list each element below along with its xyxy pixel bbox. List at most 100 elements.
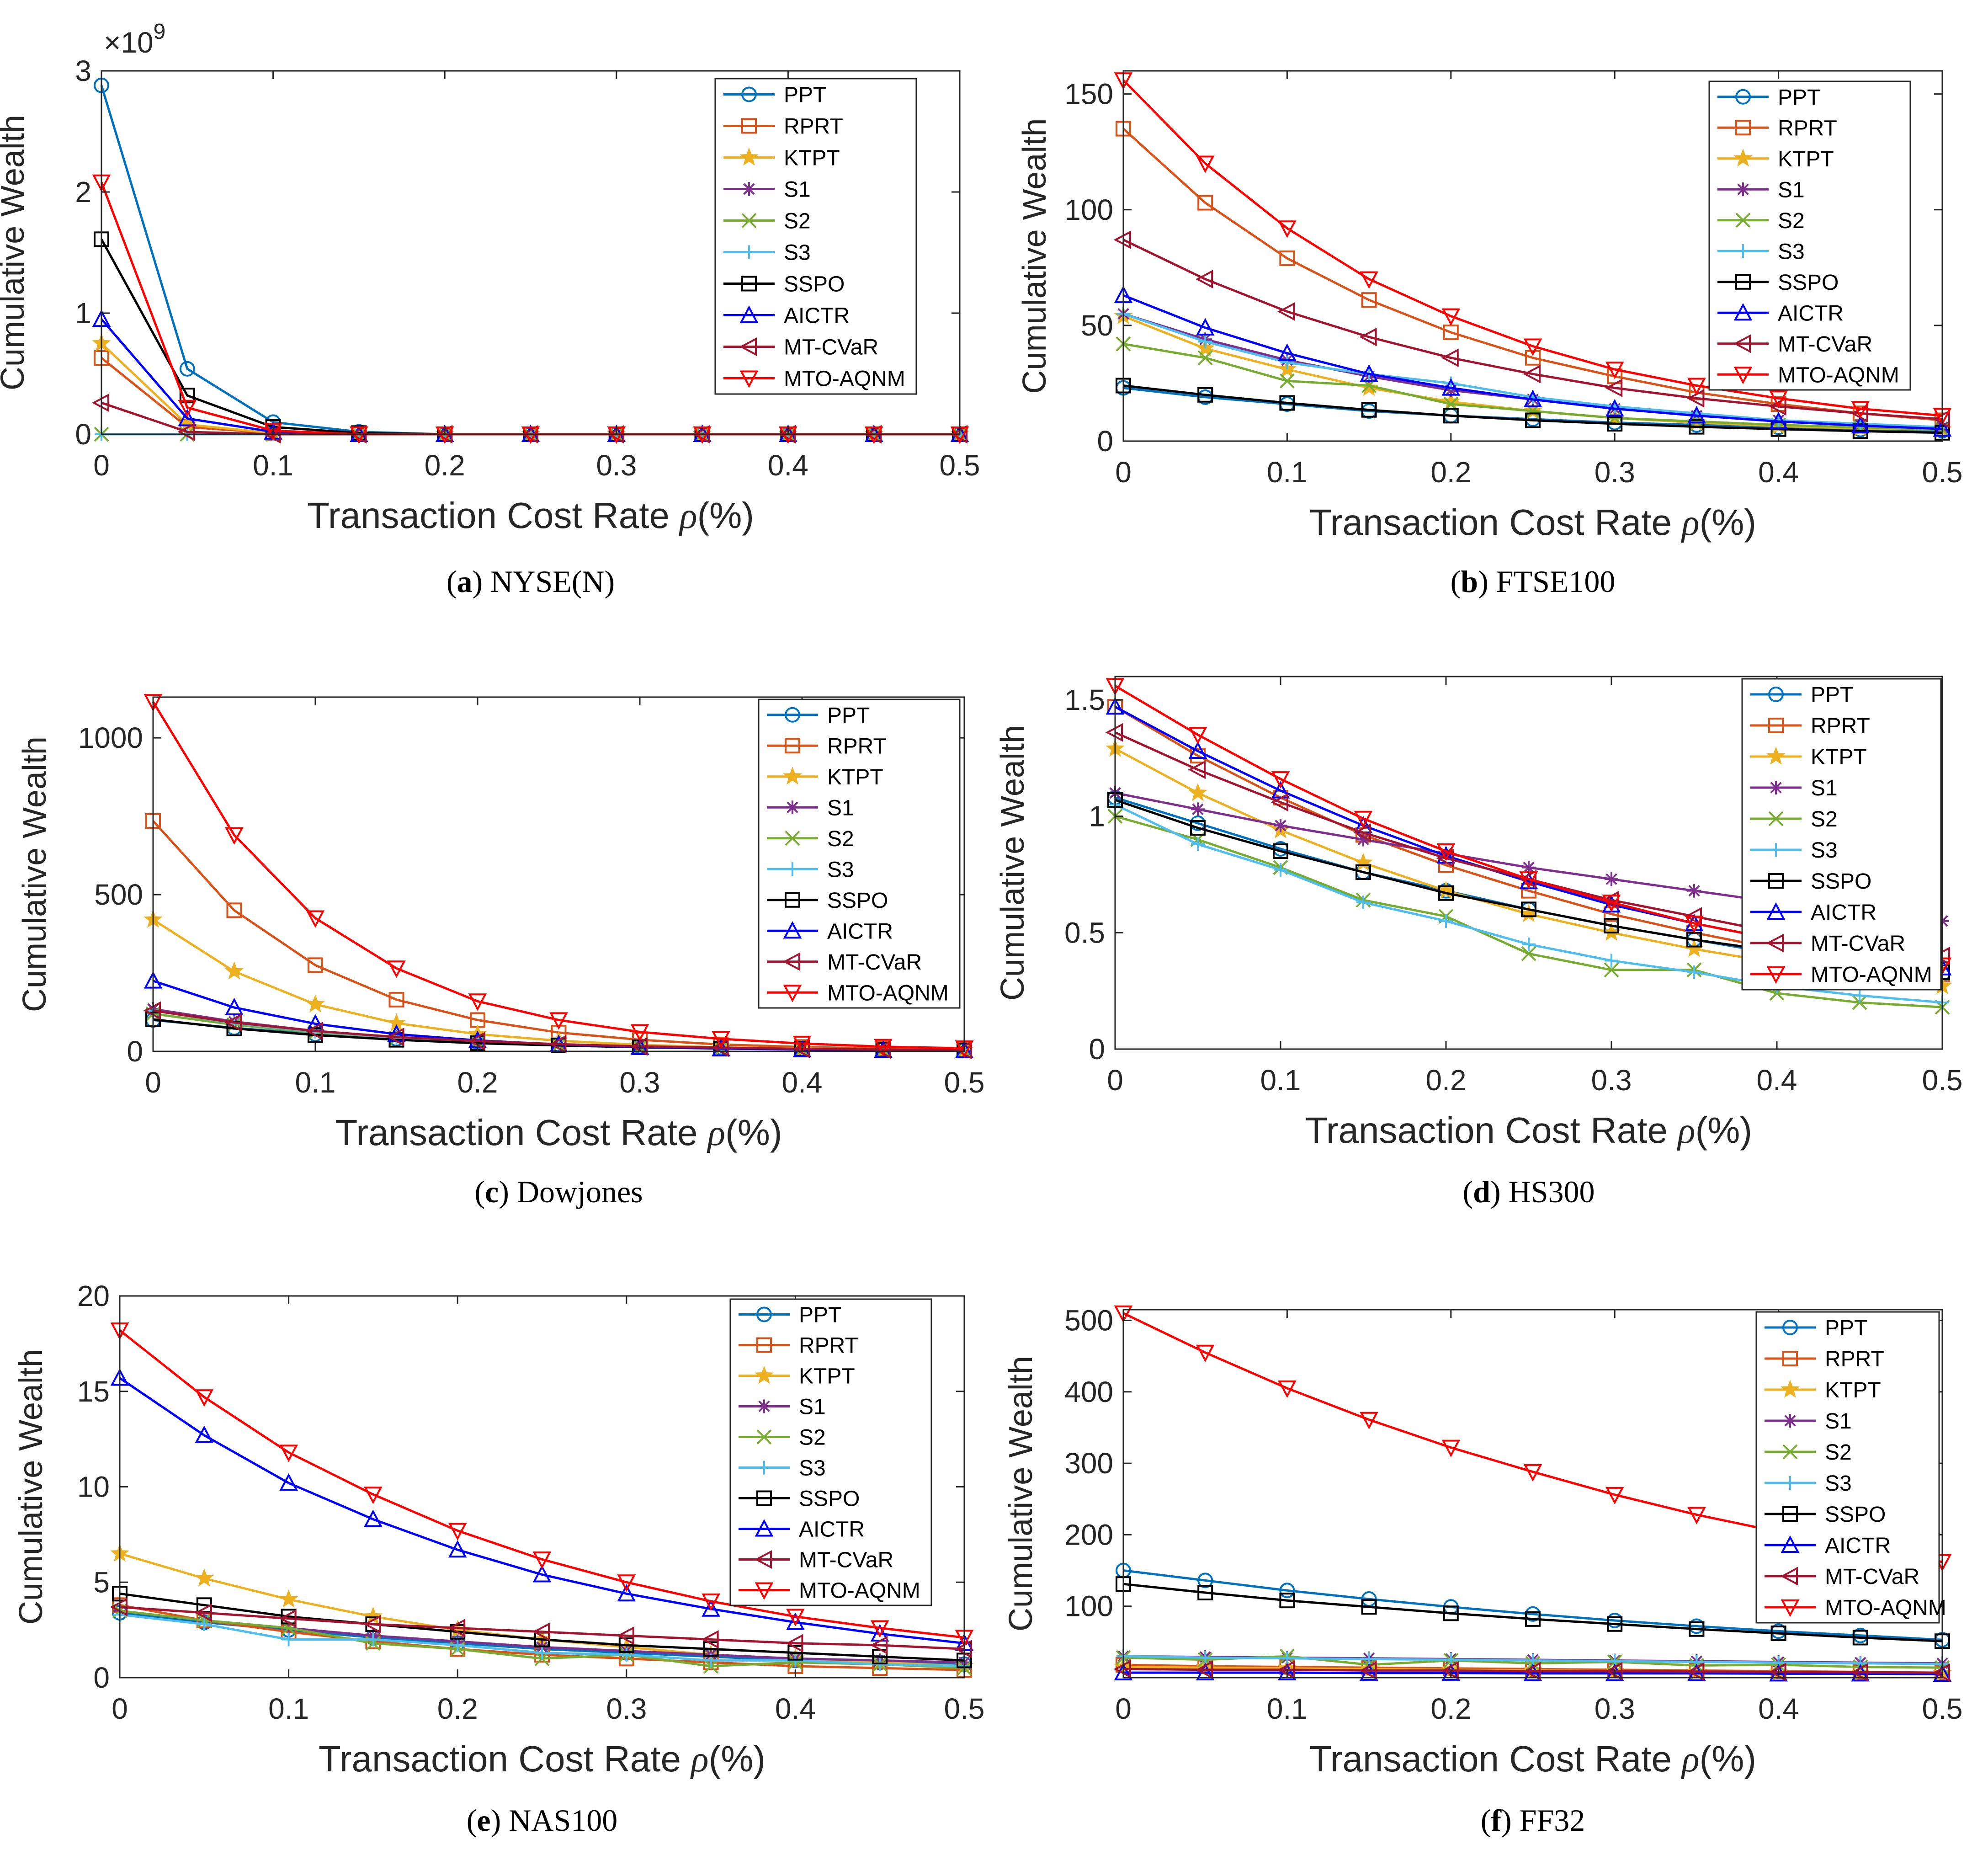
chart-panel-5: 0 0.1 0.2 0.3 0.4 0.5 0 5 10 15 20 Transaction Cost… [13, 1279, 984, 1838]
axes-box [1122, 1309, 1943, 1679]
legend-label-ktpt: KTPT [1811, 745, 1867, 769]
data-point-sspo [1355, 864, 1371, 880]
legend-marker-s3 [1736, 244, 1750, 258]
data-point-aictr [1278, 343, 1297, 361]
series-line-mt-cvar [153, 1009, 965, 1051]
data-point-rprt [308, 957, 323, 973]
series-line-mto-aqnm [1122, 79, 1943, 417]
y-tick-label: 5 [93, 1566, 110, 1599]
y-tick-label: 500 [1064, 1304, 1113, 1337]
data-point-ppt [179, 361, 195, 377]
legend-marker-rprt [1768, 718, 1784, 733]
data-point-s3 [1191, 837, 1205, 851]
legend-marker-s3 [1769, 843, 1783, 857]
data-point-mt-cvar [1188, 760, 1206, 779]
y-axis-label: Cumulative Wealth [1003, 1356, 1039, 1631]
data-point-mto-aqnm [792, 1035, 812, 1054]
y-tick-label: 20 [77, 1279, 110, 1312]
legend-marker-s1 [1783, 1414, 1797, 1428]
data-point-mto-aqnm [1271, 771, 1290, 789]
legend-marker-s1 [742, 182, 756, 196]
y-tick-label: 0 [127, 1035, 143, 1068]
axis-exponent-power: 9 [154, 20, 166, 44]
data-point-s1 [1522, 860, 1536, 874]
legend-marker-s2 [1768, 811, 1784, 826]
legend-marker-mt-cvar [1766, 933, 1784, 953]
legend-marker-mt-cvar [1780, 1567, 1798, 1586]
x-axis-label-symbol: ρ [1680, 503, 1699, 543]
data-point-aictr [225, 997, 244, 1015]
panel-caption-text: ) FF32 [1501, 1803, 1585, 1838]
legend-marker-s2 [1735, 213, 1751, 228]
axis-exponent: ×109 [104, 20, 165, 59]
data-point-mt-cvar [1436, 848, 1454, 868]
legend-marker-mto-aqnm [1781, 1599, 1800, 1617]
series-group [110, 1322, 974, 1678]
data-point-mto-aqnm [1188, 727, 1207, 745]
data-point-s3 [1605, 954, 1618, 968]
legend-label-mt-cvar: MT-CVaR [784, 336, 878, 360]
data-point-aictr [702, 1599, 720, 1617]
legend-marker-s3 [786, 862, 799, 876]
data-point-mto-aqnm [1519, 871, 1538, 889]
y-tick-label: 400 [1064, 1375, 1113, 1408]
data-point-mt-cvar [549, 1034, 567, 1054]
x-axis-label-text: Transaction Cost Rate [307, 495, 680, 536]
series-line-rprt [1122, 128, 1943, 421]
series-line-mt-cvar [1122, 239, 1943, 421]
data-point-mto-aqnm [306, 910, 325, 928]
data-point-mto-aqnm [1687, 1507, 1706, 1525]
data-point-mt-cvar [279, 1609, 297, 1628]
panel-caption-text: ) NAS100 [491, 1803, 618, 1838]
data-point-aictr [1769, 411, 1788, 429]
legend-marker-mt-cvar [1733, 334, 1751, 353]
data-point-mto-aqnm [1441, 1439, 1461, 1457]
legend-label-mt-cvar: MT-CVaR [1778, 332, 1872, 357]
data-point-s3 [1274, 863, 1287, 877]
data-point-s3 [1198, 335, 1212, 349]
data-point-s2 [1521, 946, 1536, 961]
legend-marker-ppt [785, 707, 800, 723]
series-line-mt-cvar [1123, 1668, 1943, 1674]
data-point-s2 [1852, 995, 1867, 1010]
y-tick-label: 2 [75, 176, 91, 208]
data-point-sspo [1438, 885, 1454, 901]
x-axis-label-symbol: ρ [678, 496, 697, 536]
legend-label-s2: S2 [1825, 1440, 1852, 1465]
data-point-aictr [532, 1565, 552, 1583]
data-point-mto-aqnm [178, 400, 197, 417]
x-tick-label: 0.4 [1757, 1064, 1797, 1097]
legend-marker-aictr [755, 1519, 774, 1537]
x-tick-label: 0.4 [775, 1692, 816, 1725]
x-tick-label: 0 [1115, 456, 1132, 489]
legend-marker-sspo [741, 276, 757, 292]
legend-marker-mto-aqnm [1733, 367, 1753, 384]
data-point-mto-aqnm [712, 1031, 730, 1049]
legend-label-mt-cvar: MT-CVaR [1811, 932, 1905, 956]
data-point-mto-aqnm [1354, 810, 1373, 828]
x-tick-label: 0.1 [1267, 1692, 1308, 1725]
panel-caption: (d) HS300 [1462, 1174, 1595, 1209]
legend-label-sspo: SSPO [827, 889, 888, 913]
data-point-mt-cvar [1359, 327, 1377, 346]
y-tick-label: 300 [1064, 1447, 1113, 1480]
x-axis-label: Transaction Cost Rate ρ(%) [307, 495, 754, 536]
legend-marker-s2 [756, 1429, 772, 1445]
panel-caption-letter: c [485, 1174, 499, 1209]
legend-label-s2: S2 [827, 827, 854, 851]
data-point-aictr [448, 1540, 467, 1558]
legend-label-s1: S1 [1825, 1409, 1852, 1434]
y-axis-label: Cumulative Wealth [1016, 118, 1053, 394]
legend-label-s1: S1 [1778, 178, 1805, 202]
chart-panel-6: 0 0.1 0.2 0.3 0.4 0.5 100 200 300 400 500 Transacti… [1003, 1304, 1962, 1838]
y-tick-label: 200 [1064, 1518, 1113, 1551]
series-line-aictr [1123, 1671, 1943, 1675]
x-axis-label-unit: (%) [1700, 502, 1756, 543]
data-point-s2 [1604, 962, 1619, 978]
legend-marker-mto-aqnm [755, 1582, 774, 1600]
data-point-s3 [1280, 355, 1294, 369]
data-point-mto-aqnm [1360, 1412, 1378, 1429]
data-point-mto-aqnm [532, 1551, 552, 1569]
y-tick-label: 0 [1089, 1033, 1105, 1066]
data-point-mt-cvar [870, 1636, 888, 1655]
